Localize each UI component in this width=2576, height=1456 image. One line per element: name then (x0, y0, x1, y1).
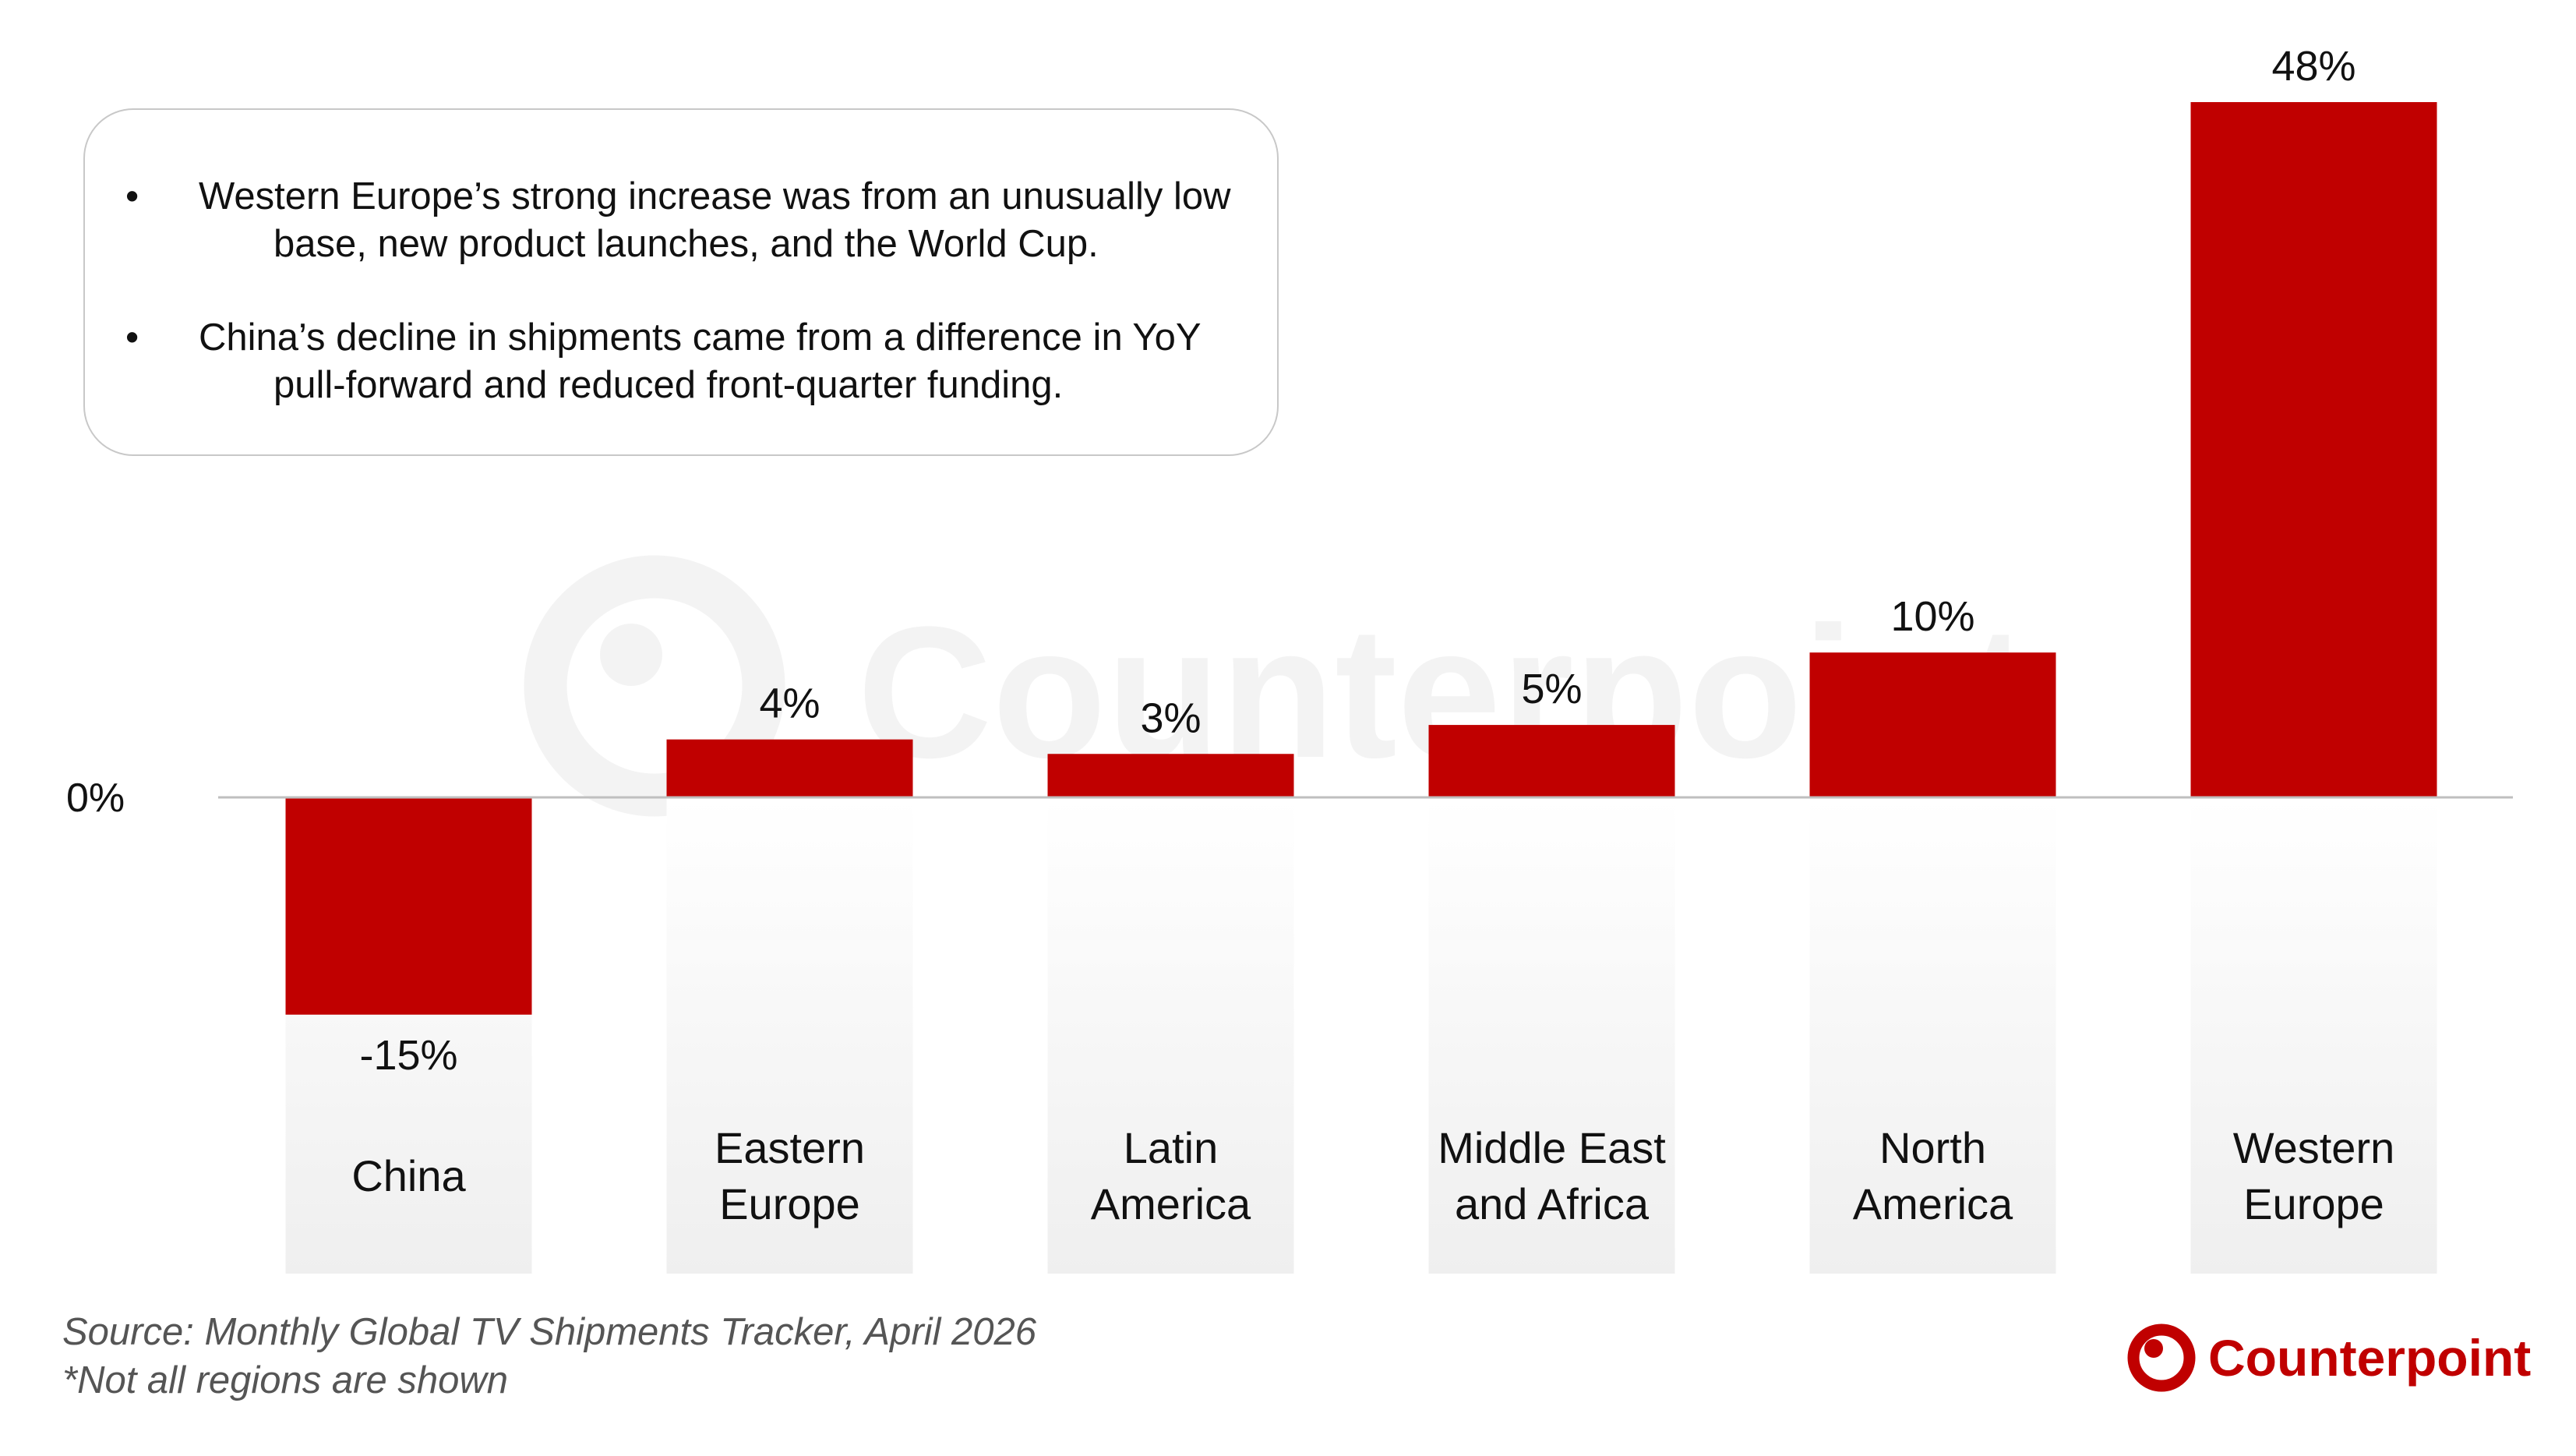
category-label: Middle East and Africa (1438, 1123, 1666, 1228)
category-label: Eastern Europe (715, 1123, 865, 1228)
bar-western-europe (2190, 102, 2437, 797)
footnote-line: *Not all regions are shown (62, 1359, 508, 1401)
data-label: 4% (759, 680, 820, 727)
source-note: Source: Monthly Global TV Shipments Trac… (62, 1308, 1036, 1405)
data-label: 48% (2271, 43, 2355, 90)
category-plinth (2190, 797, 2437, 1274)
counterpoint-logo-icon (2127, 1323, 2196, 1392)
brand-logo: Counterpoint (2118, 1317, 2539, 1395)
data-label: 5% (1521, 666, 1582, 712)
category-plinth (666, 797, 913, 1274)
bar-north-america (1809, 652, 2056, 797)
bullet: • (125, 175, 139, 217)
data-label: 10% (1890, 593, 1974, 640)
bar-latin-america (1047, 754, 1294, 797)
category-plinth (1809, 797, 2056, 1274)
category-plinth (1047, 797, 1294, 1274)
source-line: Source: Monthly Global TV Shipments Trac… (62, 1311, 1037, 1353)
bar-china (285, 797, 532, 1015)
bar-eastern-europe (666, 739, 913, 797)
notes-box: • Western Europe’s strong increase was f… (83, 108, 1279, 456)
note-text: China’s decline in shipments came from a… (199, 316, 1201, 406)
bullet: • (125, 316, 139, 359)
brand-name: Counterpoint (2208, 1329, 2532, 1387)
category-label: China (351, 1151, 466, 1200)
category-plinth (1428, 797, 1675, 1274)
category-label: North America (1853, 1123, 2013, 1228)
note-text: Western Europe’s strong increase was fro… (199, 175, 1231, 265)
category-label: Latin America (1091, 1123, 1251, 1228)
bar-middle-east-and-africa (1428, 725, 1675, 797)
data-label: -15% (359, 1032, 457, 1079)
data-label: 3% (1140, 694, 1201, 741)
note-item: • Western Europe’s strong increase was f… (125, 173, 1247, 268)
note-item: • China’s decline in shipments came from… (125, 314, 1247, 409)
zero-tick-label: 0% (66, 776, 125, 821)
category-label: Western Europe (2233, 1123, 2394, 1228)
